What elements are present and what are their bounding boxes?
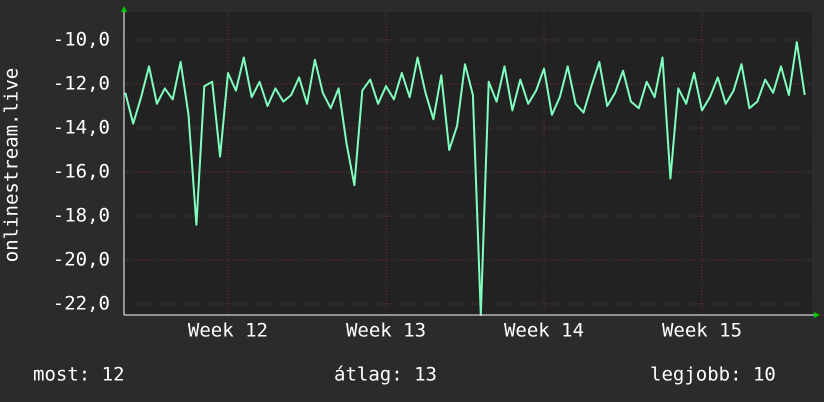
footer-stat: legjobb: 10 xyxy=(650,364,776,386)
y-tick-label: -12,0 xyxy=(53,72,110,94)
y-tick-label: -18,0 xyxy=(53,204,110,226)
x-tick-label: Week 15 xyxy=(662,320,742,342)
x-tick-label: Week 13 xyxy=(346,320,426,342)
y-tick-label: -14,0 xyxy=(53,116,110,138)
y-tick-label: -20,0 xyxy=(53,248,110,270)
y-axis-label: onlinestream.live xyxy=(1,68,23,262)
x-axis-arrow xyxy=(814,312,820,318)
plot-area xyxy=(124,12,812,315)
y-axis-arrow xyxy=(121,6,127,12)
data-line xyxy=(124,41,806,316)
x-tick-label: Week 12 xyxy=(188,320,268,342)
footer-stat: átlag: 13 xyxy=(334,364,437,386)
y-tick-label: -22,0 xyxy=(53,292,110,314)
footer-stat: most: 12 xyxy=(33,364,125,386)
y-tick-label: -16,0 xyxy=(53,160,110,182)
y-tick-label: -10,0 xyxy=(53,28,110,50)
x-tick-label: Week 14 xyxy=(504,320,584,342)
